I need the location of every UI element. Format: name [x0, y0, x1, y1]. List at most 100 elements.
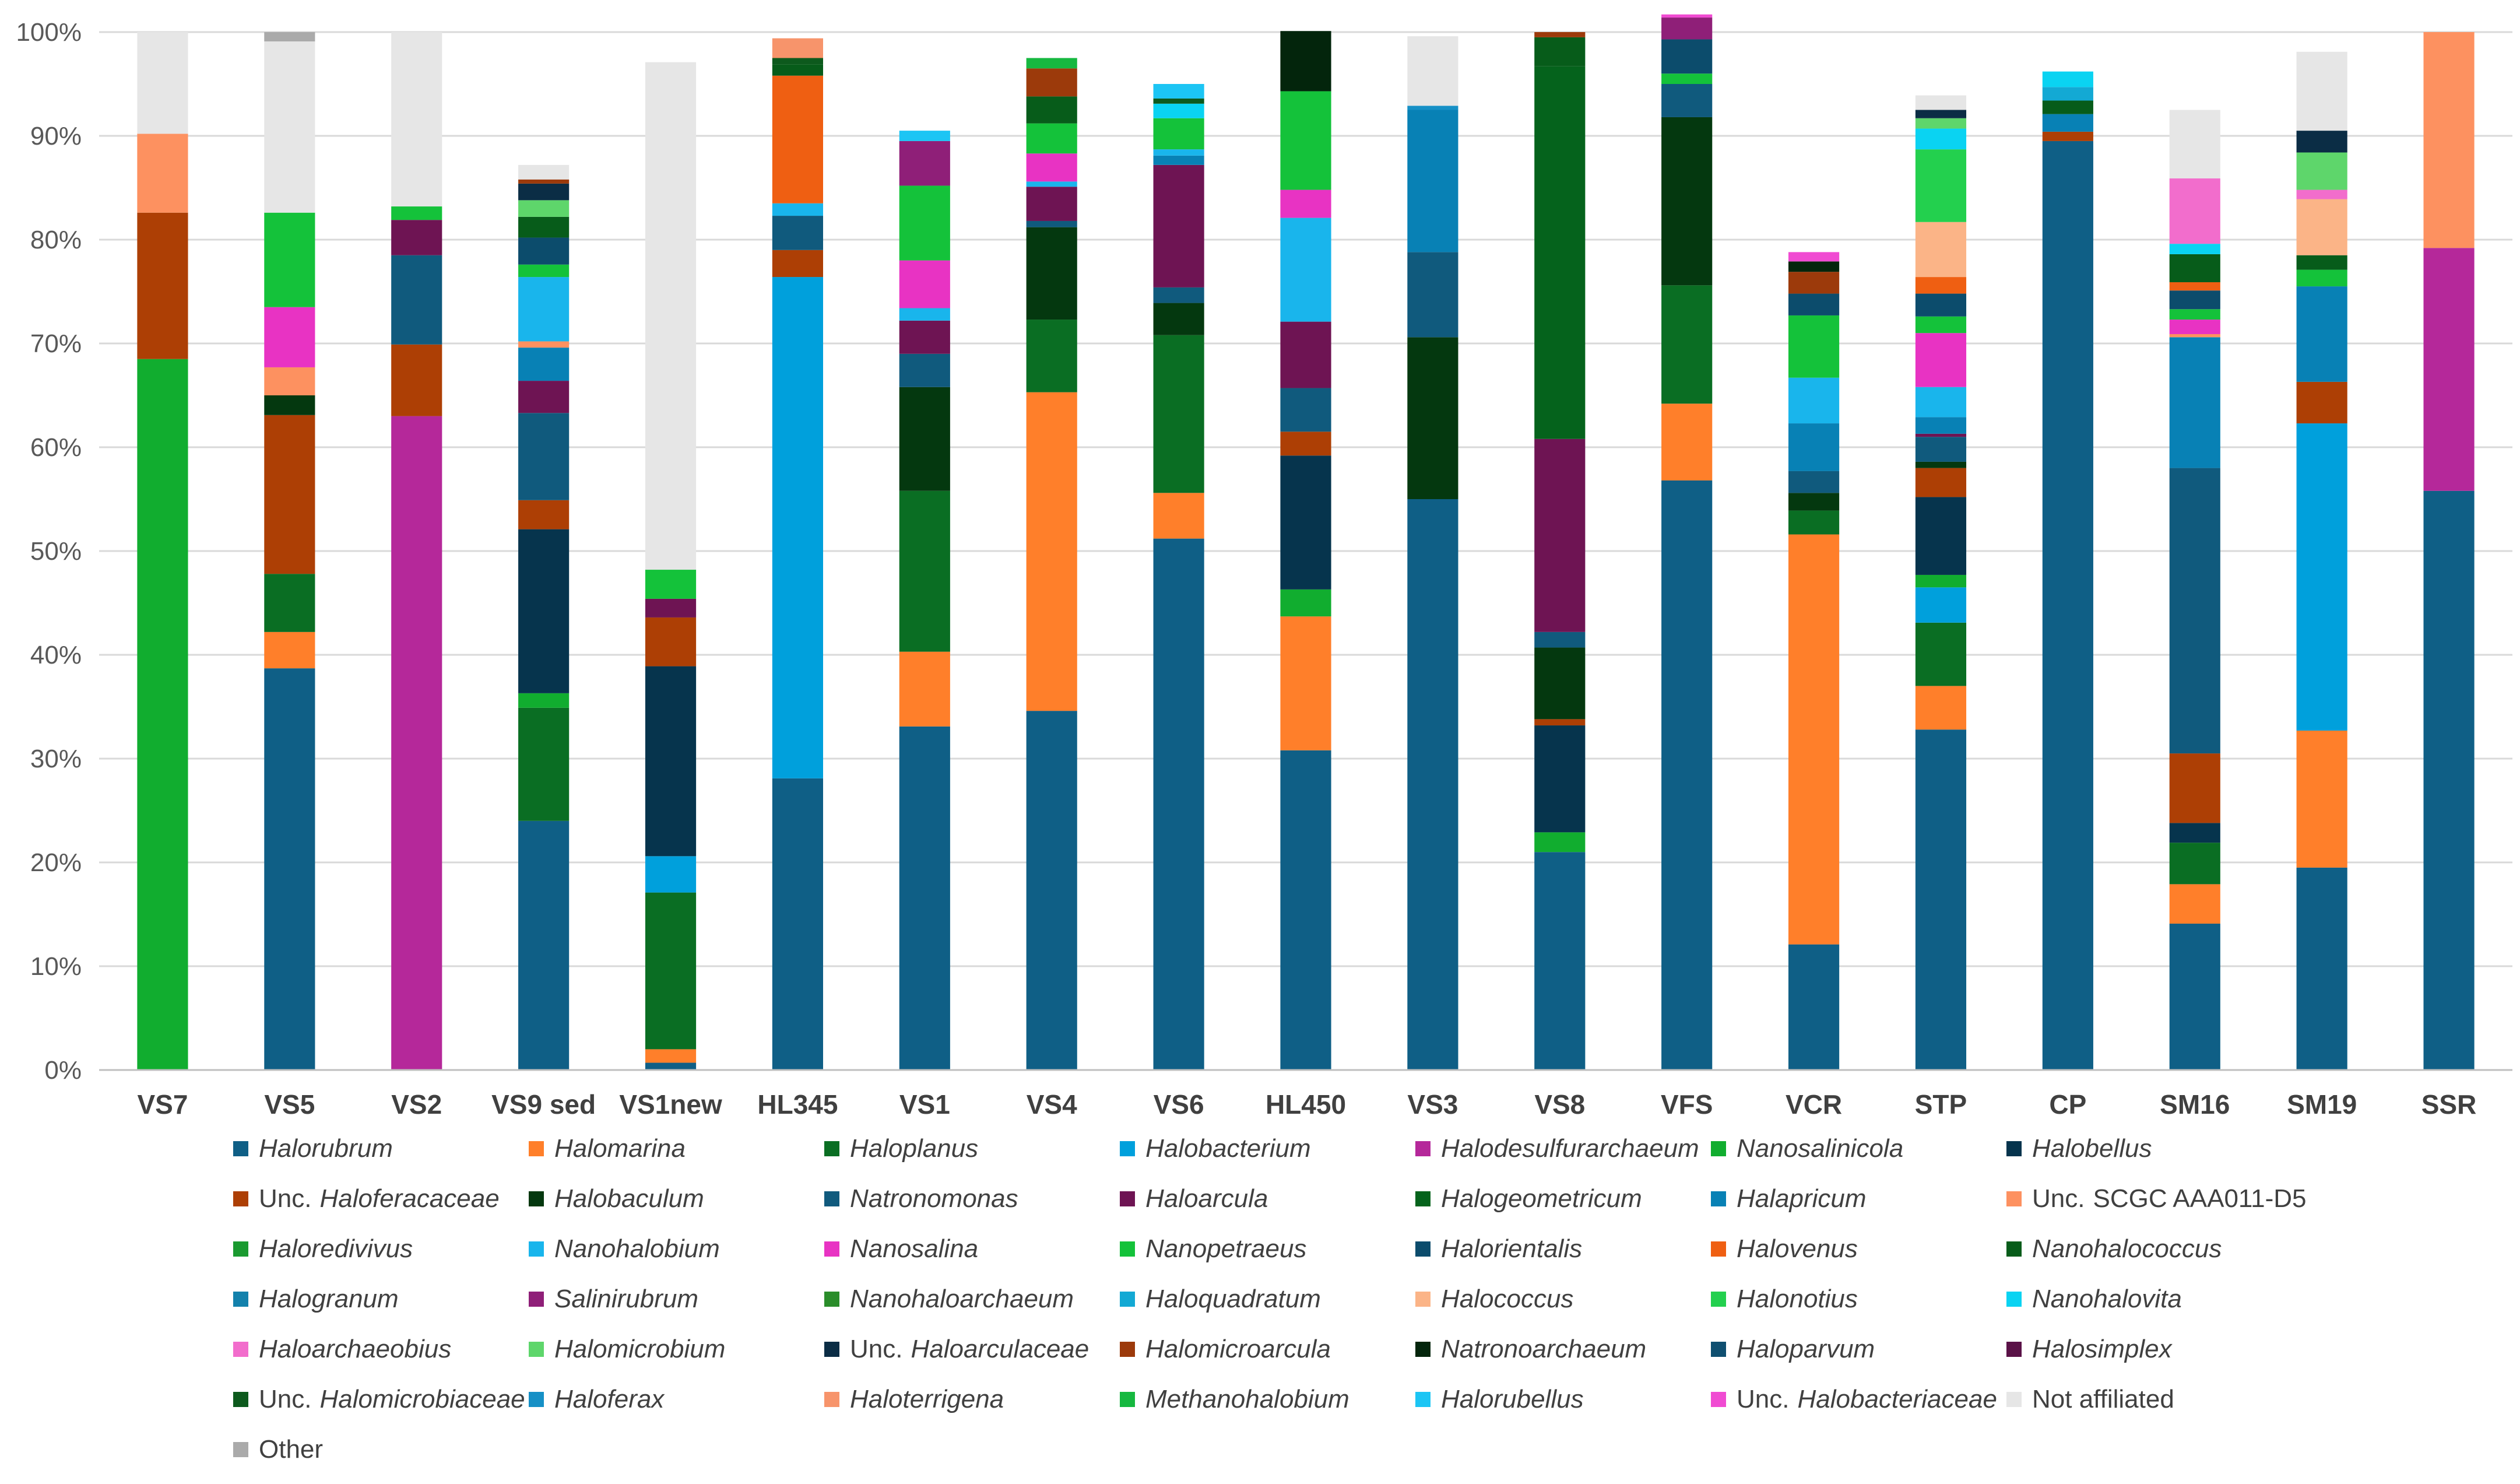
legend-label: Nanohalobium [554, 1234, 720, 1264]
bar-vs3 [1407, 36, 1458, 1070]
legend-swatch [529, 1292, 544, 1307]
x-tick-label: VS3 [1407, 1089, 1458, 1120]
legend-name: Halorubellus [1441, 1385, 1584, 1413]
legend-name: Haloarcula [1145, 1184, 1268, 1213]
segment-stp-not-affiliated [1915, 95, 1967, 110]
legend-swatch [2006, 1292, 2022, 1307]
legend-label: Haloferax [554, 1385, 664, 1414]
segment-vs2-not-affiliated [391, 32, 442, 207]
segment-vs3-halapricum [1407, 110, 1458, 252]
legend-label: Haloarcula [1145, 1184, 1268, 1213]
legend-label: Halogeometricum [1441, 1184, 1642, 1213]
bar-vs8 [1534, 32, 1586, 1070]
legend-name: Halomarina [554, 1134, 686, 1163]
segment-vs9-sed-natronomonas [518, 413, 570, 500]
segment-stp-nanopetraeus [1915, 316, 1967, 334]
legend-item: Nanohalobium [529, 1234, 720, 1264]
legend-swatch [2006, 1392, 2022, 1407]
legend-item: Haloarchaeobius [233, 1335, 451, 1364]
segment-sm19-not-affiliated [2296, 51, 2347, 131]
legend-swatch [233, 1141, 248, 1156]
legend-prefix: Unc. [850, 1335, 903, 1363]
legend-item: Unc. Haloarculaceae [824, 1335, 1089, 1364]
segment-sm16-haloarchaeobius [2169, 178, 2220, 244]
segment-vs6-halorubrum [1153, 538, 1204, 1070]
segment-sm19-halapricum [2296, 286, 2347, 382]
legend-item: Unc. Halomicrobiaceae [233, 1385, 525, 1414]
segment-vs1new-halobacterium [645, 856, 697, 893]
segment-sm19-halomicrobium [2296, 152, 2347, 190]
legend-prefix: Unc. [2032, 1184, 2085, 1213]
legend-name: Halobaculum [554, 1184, 704, 1213]
segment-vs4-nanopetraeus [1026, 123, 1077, 154]
x-tick-label: VS4 [1027, 1089, 1077, 1120]
legend-name: Halovenus [1737, 1234, 1858, 1263]
legend-item: Halorubrum [233, 1134, 393, 1163]
segment-stp-halobellus [1915, 497, 1967, 575]
segment-vs1-halorubellus [899, 131, 950, 141]
segment-sm16-nanopetraeus [2169, 309, 2220, 320]
x-tick-label: VFS [1661, 1089, 1713, 1120]
bar-hl450 [1280, 31, 1331, 1070]
segment-stp-halonotius [1915, 149, 1967, 222]
segment-vfs-haloplanus [1661, 285, 1713, 404]
segment-hl345-natronomonas [772, 216, 823, 250]
segment-vs8-natronomonas [1534, 632, 1586, 648]
segment-stp-halomarina [1915, 686, 1967, 730]
segment-vs9-sed-halorientalis [518, 237, 570, 265]
y-tick-label: 100% [16, 18, 82, 47]
segment-vcr-natronoarchaeum [1788, 261, 1840, 272]
segment-vfs-halobaculum [1661, 117, 1713, 286]
segment-hl450-nanosalina [1280, 190, 1331, 218]
segment-hl450-natronoarchaeum [1280, 31, 1331, 92]
segment-sm16-halomarina [2169, 884, 2220, 924]
legend-label: Unc. Haloferacaceae [259, 1184, 500, 1213]
bar-vs5 [264, 32, 315, 1070]
segment-vs9-sed-haloarculaceae [518, 183, 570, 201]
segment-vs8-nanohalococcus [1534, 37, 1586, 66]
legend-name: Haloredivivus [259, 1234, 413, 1263]
segment-sm19-halorubrum [2296, 867, 2347, 1070]
legend-label: Nanopetraeus [1145, 1234, 1306, 1264]
legend-swatch [233, 1392, 248, 1407]
stacked-bar-chart: 0% 10% 20% 30% 40% 50% 60% 70% 80% 90% 100% VS7 VS5… [16, 14, 2512, 1120]
segment-vs1-halobaculum [899, 387, 950, 491]
segment-vfs-halorubrum [1661, 480, 1713, 1070]
segment-vs5-other [264, 32, 315, 42]
bar-vcr [1788, 252, 1840, 1070]
segment-hl345-halorubrum [772, 778, 823, 1070]
segment-hl345-nanohalobium [772, 203, 823, 216]
segment-sm16-halorientalis [2169, 290, 2220, 310]
legend-label: Halobaculum [554, 1184, 704, 1213]
segment-hl450-halobellus [1280, 455, 1331, 590]
legend-item: Haloarcula [1120, 1184, 1268, 1213]
segment-vs1-haloarcula [899, 320, 950, 354]
segment-hl345-nanohalococcus [772, 64, 823, 76]
segment-vs5-halorubrum [264, 668, 315, 1070]
segment-stp-halobaculum [1915, 461, 1967, 468]
legend-label: Haloplanus [850, 1134, 978, 1163]
legend-label: Halobellus [2032, 1134, 2152, 1163]
y-tick-label: 0% [44, 1056, 82, 1085]
y-tick-label: 40% [30, 641, 82, 669]
legend-swatch [824, 1191, 839, 1206]
segment-vs6-nanopetraeus [1153, 118, 1204, 150]
legend-label: Halovenus [1737, 1234, 1858, 1264]
legend-name: Halobacteriaceae [1797, 1385, 1997, 1413]
x-tick-label: HL450 [1266, 1089, 1346, 1120]
legend-name: Natronoarchaeum [1441, 1335, 1647, 1363]
segment-vs4-halobaculum [1026, 227, 1077, 320]
segment-vcr-halomarina [1788, 534, 1840, 945]
segment-sm16-halovenus [2169, 282, 2220, 291]
legend-name: Haloparvum [1737, 1335, 1875, 1363]
legend-label: Halodesulfurarchaeum [1441, 1134, 1699, 1163]
legend-label: Halorubrum [259, 1134, 393, 1163]
legend-item: Unc. SCGC AAA011-D5 [2006, 1184, 2307, 1213]
segment-vs4-nanohalobium [1026, 181, 1077, 187]
legend-swatch [1711, 1241, 1726, 1257]
legend-item: Unc. Haloferacaceae [233, 1184, 500, 1213]
legend-swatch [824, 1342, 839, 1357]
segment-vs4-halomicroarcula [1026, 68, 1077, 97]
segment-vs4-nanosalina [1026, 153, 1077, 182]
legend-name: Halococcus [1441, 1285, 1574, 1313]
